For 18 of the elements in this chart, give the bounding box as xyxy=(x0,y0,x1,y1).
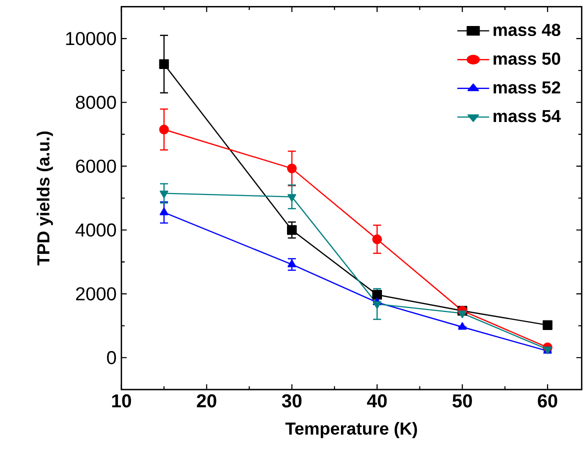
y-tick-label: 2000 xyxy=(76,287,116,300)
legend-label: mass 52 xyxy=(494,81,560,94)
x-tick-label: 40 xyxy=(367,394,387,408)
x-tick-label: 50 xyxy=(452,394,472,408)
x-tick-label: 60 xyxy=(538,394,558,408)
x-tick-label: 10 xyxy=(112,394,132,408)
y-tick-label: 6000 xyxy=(76,159,116,173)
legend-label: mass 48 xyxy=(494,24,560,36)
y-tick-label: 8000 xyxy=(76,96,116,109)
y-axis-title: TPD yields (a.u.) xyxy=(36,131,53,266)
y-tick-label: 10000 xyxy=(66,32,116,46)
x-tick-label: 30 xyxy=(282,394,302,408)
y-tick-label: 4000 xyxy=(76,223,116,237)
y-tick-label: 0 xyxy=(107,350,116,364)
x-tick-label: 20 xyxy=(196,394,216,408)
legend-label: mass 50 xyxy=(494,52,560,65)
x-axis-title: Temperature (K) xyxy=(285,422,417,438)
legend-label: mass 54 xyxy=(494,110,561,122)
